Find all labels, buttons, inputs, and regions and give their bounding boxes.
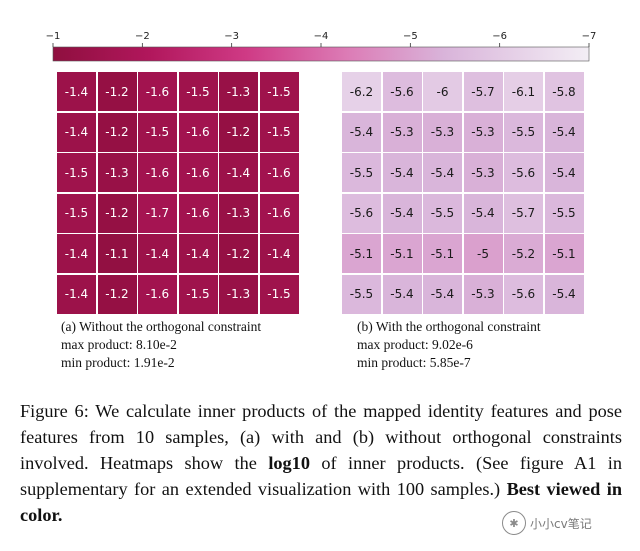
heatmap-cell: -1.6 [138,274,177,314]
heatmap-cell: -5.4 [423,153,462,192]
heatmap-cell: -5.4 [544,153,584,192]
colorbar-tick-label: −3 [224,31,239,42]
heatmap-cell: -1.3 [219,72,258,111]
heatmap-cell: -5.7 [463,72,503,111]
figure-caption-text-1: Figure 6: We calculate inner products of… [20,401,622,473]
panel-b-min-product: min product: 5.85e-7 [357,355,471,370]
heatmap-cell: -1.4 [219,153,258,192]
heatmap-cell: -1.3 [219,274,258,314]
panel-a-caption-block: (a) Without the orthogonal constraint ma… [61,318,261,372]
heatmap-cell: -5.4 [382,274,422,314]
heatmap-cell: -1.4 [57,234,96,273]
heatmap-cell: -1.3 [97,153,137,192]
heatmap-cell: -5.4 [382,193,422,233]
figure-caption-best-viewed: Best viewed in color. [20,479,623,525]
watermark-text: 小小cv笔记 [530,516,592,531]
heatmap-cell: -1.4 [57,274,96,314]
heatmap-cell: -5.1 [382,234,422,273]
colorbar-tick-label: −4 [314,31,329,42]
heatmap-with-constraint: -6.2 -5.6 -6 -5.7 -6.1 -5.8 -5.4 -5.3 -5.3 -5.3 -5… [342,72,585,315]
heatmap-cell: -1.7 [138,193,177,233]
heatmap-cell: -5.6 [504,274,543,314]
heatmap-cell: -1.2 [97,193,137,233]
panel-b-max-product: max product: 9.02e-6 [357,337,473,352]
watermark: ✱ 小小cv笔记 [502,510,622,536]
heatmap-cell: -1.5 [259,112,299,152]
panel-b-caption: (b) With the orthogonal constraint [357,319,541,334]
heatmap-cell: -5.4 [342,112,381,152]
wechat-icon: ✱ [502,511,526,535]
heatmap-cell: -5.7 [504,193,543,233]
heatmap-cell: -1.2 [97,72,137,111]
heatmap-cell: -5.5 [423,193,462,233]
panel-a-min-product: min product: 1.91e-2 [61,355,175,370]
heatmap-cell: -5.6 [382,72,422,111]
heatmap-cell: -5.5 [342,153,381,192]
figure-caption-text-2: of inner products. (See figure A1 in sup… [20,453,623,499]
heatmap-cell: -5.4 [382,153,422,192]
heatmap-cell: -1.6 [138,72,177,111]
heatmap-cell: -1.2 [97,112,137,152]
heatmap-cell: -1.2 [219,112,258,152]
heatmap-cell: -5.6 [342,193,381,233]
heatmap-cell: -1.6 [138,153,177,192]
heatmap-cell: -1.2 [97,274,137,314]
heatmap-cell: -5.1 [423,234,462,273]
heatmap-cell: -5.5 [504,112,543,152]
heatmap-cell: -1.1 [97,234,137,273]
colorbar-tick-label: −2 [135,31,150,42]
heatmap-cell: -1.6 [259,193,299,233]
figure-caption: Figure 6: We calculate inner products of… [20,398,622,528]
heatmap-cell: -5.2 [504,234,543,273]
heatmap-cell: -6 [423,72,462,111]
heatmap-cell: -1.5 [178,72,218,111]
heatmap-cell: -1.4 [57,112,96,152]
heatmap-cell: -1.4 [57,72,96,111]
heatmap-cell: -1.5 [259,274,299,314]
heatmap-cell: -1.4 [259,234,299,273]
heatmap-cell: -1.2 [219,234,258,273]
heatmap-cell: -5.4 [544,274,584,314]
colorbar: −1 −2 −3 −4 −5 −6 −7 [46,31,597,62]
heatmap-cell: -1.5 [57,193,96,233]
heatmap-cell: -5.1 [544,234,584,273]
heatmap-cell: -5.5 [544,193,584,233]
panel-b-caption-block: (b) With the orthogonal constraint max p… [357,318,541,372]
heatmap-cell: -5.3 [382,112,422,152]
colorbar-tick-label: −5 [403,31,418,42]
heatmap-cell: -5.3 [423,112,462,152]
heatmap-cell: -1.3 [219,193,258,233]
heatmap-without-constraint: -1.4 -1.2 -1.6 -1.5 -1.3 -1.5 -1.4 -1.2 -1.5 -1.6… [57,72,300,315]
heatmap-cell: -1.5 [178,274,218,314]
heatmap-cell: -1.5 [259,72,299,111]
heatmap-cell: -1.6 [178,193,218,233]
heatmap-cell: -1.4 [138,234,177,273]
figure-caption-log10: log10 [268,453,310,473]
panel-a-max-product: max product: 8.10e-2 [61,337,177,352]
panel-a-caption: (a) Without the orthogonal constraint [61,319,262,334]
heatmap-cell: -5.6 [504,153,543,192]
heatmap-cell: -1.6 [178,112,218,152]
heatmap-cell: -5.1 [342,234,381,273]
heatmap-cell: -5.8 [544,72,584,111]
colorbar-tick-label: −6 [492,31,507,42]
heatmap-cell: -6.1 [504,72,543,111]
colorbar-tick-label: −7 [582,31,597,42]
heatmap-cell: -5.5 [342,274,381,314]
heatmap-cell: -5.4 [463,193,503,233]
heatmap-cell: -1.4 [178,234,218,273]
heatmap-cell: -5.3 [463,153,503,192]
heatmap-cell: -1.6 [259,153,299,192]
heatmap-cell: -1.5 [138,112,177,152]
colorbar-gradient [52,46,590,62]
heatmap-cell: -5.3 [463,112,503,152]
heatmap-cell: -1.5 [57,153,96,192]
heatmap-cell: -1.6 [178,153,218,192]
heatmap-cell: -5.3 [463,274,503,314]
colorbar-tick-label: −1 [46,31,61,42]
heatmap-cell: -5.4 [423,274,462,314]
heatmap-cell: -5.4 [544,112,584,152]
heatmap-cell: -5 [463,234,503,273]
heatmap-cell: -6.2 [342,72,381,111]
